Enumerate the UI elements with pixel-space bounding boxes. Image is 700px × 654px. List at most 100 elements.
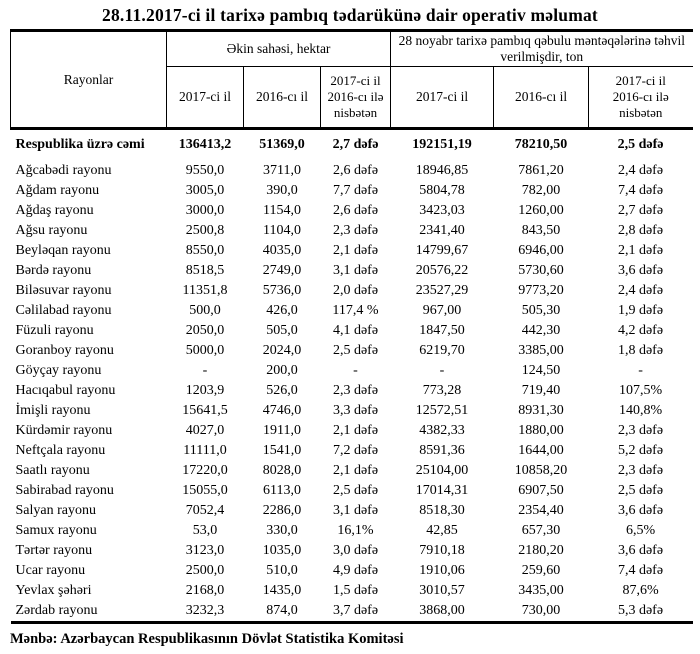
value-cell: 2168,0: [185, 583, 225, 598]
value-cell: 3385,00: [518, 343, 564, 358]
value-cell: 2341,40: [419, 223, 465, 238]
value-cell: 2,5 dəfə: [332, 483, 379, 498]
value-cell: 426,0: [266, 303, 298, 318]
value-cell: 3,7 dəfə: [332, 603, 379, 618]
value-cell: 330,0: [266, 523, 298, 538]
value-cell: 2050,0: [185, 323, 225, 338]
value-cell: 505,30: [521, 303, 561, 318]
value-cell: 526,0: [266, 383, 298, 398]
table-row: Sabirabad rayonu 15055,0 6113,0 2,5 dəfə 170…: [11, 481, 693, 501]
region-name: Ucar rayonu: [15, 563, 86, 578]
value-cell: 730,00: [521, 603, 561, 618]
region-name: Sabirabad rayonu: [15, 483, 114, 498]
value-cell: 1847,50: [419, 323, 465, 338]
value-cell: 16,1%: [337, 523, 374, 538]
value-cell: 9550,0: [185, 163, 225, 178]
region-name: Salyan rayonu: [15, 503, 96, 518]
summary-value-cell: 2,5 dəfə: [617, 137, 664, 152]
value-cell: 657,30: [521, 523, 561, 538]
value-cell: 1,5 dəfə: [332, 583, 379, 598]
value-cell: 4,1 dəfə: [332, 323, 379, 338]
region-name: Ağcabədi rayonu: [15, 163, 112, 178]
region-name: Saatlı rayonu: [15, 463, 90, 478]
value-cell: 1644,00: [518, 443, 564, 458]
value-cell: 5730,60: [518, 263, 564, 278]
value-cell: 8931,30: [518, 403, 564, 418]
table-row: Füzuli rayonu 2050,0 505,0 4,1 dəfə 1847,50 4…: [11, 321, 693, 341]
table-row: Ucar rayonu 2500,0 510,0 4,9 dəfə 1910,06 259…: [11, 561, 693, 581]
group-header-row: Rayonlar Əkin sahəsi, hektar 28 noyabr t…: [10, 30, 693, 129]
value-cell: 5000,0: [185, 343, 225, 358]
value-cell: 843,50: [521, 223, 561, 238]
value-cell: 2,4 dəfə: [617, 163, 664, 178]
value-cell: -: [439, 363, 445, 378]
summary-value-cell: 51369,0: [259, 137, 305, 152]
value-cell: 2180,20: [518, 543, 564, 558]
table-row: Cəlilabad rayonu 500,0 426,0 117,4 % 967,00 5…: [11, 301, 693, 321]
summary-row: Respublika üzrə cəmi 136413,2 51369,0 2,…: [11, 129, 693, 162]
value-cell: 2286,0: [262, 503, 302, 518]
value-cell: 510,0: [266, 563, 298, 578]
region-name: Zərdab rayonu: [15, 603, 98, 618]
value-cell: 23527,29: [415, 283, 469, 298]
area-ratio-header: 2017-ci il 2016-cı ilə nisbətən: [319, 66, 392, 129]
region-name: Göyçay rayonu: [15, 363, 102, 378]
value-cell: 2,1 dəfə: [332, 243, 379, 258]
value-cell: 2,5 dəfə: [332, 343, 379, 358]
value-cell: 3711,0: [263, 163, 301, 178]
table-body: Respublika üzrə cəmi 136413,2 51369,0 2,…: [10, 129, 693, 623]
value-cell: 2,0 dəfə: [332, 283, 379, 298]
value-cell: 2,3 dəfə: [617, 423, 664, 438]
value-cell: 6219,70: [419, 343, 465, 358]
value-cell: 42,85: [426, 523, 458, 538]
summary-value-cell: 136413,2: [178, 137, 232, 152]
value-cell: 773,28: [422, 383, 462, 398]
table-row: Tərtər rayonu 3123,0 1035,0 3,0 dəfə 7910,18…: [11, 541, 693, 561]
value-cell: 3,3 dəfə: [332, 403, 379, 418]
value-cell: 18946,85: [415, 163, 469, 178]
value-cell: 5804,78: [419, 183, 465, 198]
value-cell: 967,00: [422, 303, 462, 318]
value-cell: -: [353, 363, 358, 378]
value-cell: 17014,31: [415, 483, 469, 498]
value-cell: 140,8%: [618, 403, 663, 418]
summary-region-name: Respublika üzrə cəmi: [15, 137, 145, 152]
value-cell: 505,0: [266, 323, 298, 338]
table-row: Ağsu rayonu 2500,8 1104,0 2,3 dəfə 2341,40 84…: [11, 221, 693, 241]
value-cell: 7,7 dəfə: [332, 183, 379, 198]
value-cell: 87,6%: [622, 583, 659, 598]
value-cell: 200,0: [266, 363, 298, 378]
value-cell: 7052,4: [185, 503, 225, 518]
region-name: Cəlilabad rayonu: [15, 303, 112, 318]
value-cell: 5,2 dəfə: [617, 443, 664, 458]
value-cell: 12572,51: [415, 403, 469, 418]
value-cell: 1035,0: [262, 543, 302, 558]
value-cell: 3123,0: [185, 543, 225, 558]
value-cell: 1910,06: [419, 563, 465, 578]
value-cell: 2,3 dəfə: [617, 463, 664, 478]
table-row: Kürdəmir rayonu 4027,0 1911,0 2,1 dəfə 4382,…: [11, 421, 693, 441]
value-cell: 15055,0: [182, 483, 228, 498]
value-cell: 259,60: [521, 563, 561, 578]
delivery-2017-header: 2017-ci il: [390, 66, 495, 129]
delivery-ratio-header: 2017-ci il 2016-cı ilə nisbətən: [588, 66, 693, 129]
table-row: Ağdaş rayonu 3000,0 1154,0 2,6 dəfə 3423,03 1…: [11, 201, 693, 221]
value-cell: 2,3 dəfə: [332, 383, 379, 398]
value-cell: 7,4 dəfə: [617, 563, 664, 578]
value-cell: 3868,00: [419, 603, 465, 618]
page-title: 28.11.2017-ci il tarixə pambıq tədarükün…: [102, 5, 598, 25]
table-row: Ağdam rayonu 3005,0 390,0 7,7 dəfə 5804,78 78…: [11, 181, 693, 201]
value-cell: 2500,8: [185, 223, 225, 238]
value-cell: 20576,22: [415, 263, 469, 278]
value-cell: 1154,0: [263, 203, 301, 218]
value-cell: 2,1 dəfə: [617, 243, 664, 258]
value-cell: 390,0: [266, 183, 298, 198]
value-cell: -: [202, 363, 208, 378]
table-row: Bərdə rayonu 8518,5 2749,0 3,1 dəfə 20576,22…: [11, 261, 693, 281]
source-note: Mənbə: Azərbaycan Respublikasının Dövlət…: [10, 631, 404, 647]
region-name: Füzuli rayonu: [15, 323, 94, 338]
summary-value-cell: 2,7 dəfə: [332, 137, 379, 152]
value-cell: 442,30: [521, 323, 561, 338]
value-cell: 3,6 dəfə: [617, 543, 664, 558]
region-name: Hacıqabul rayonu: [15, 383, 116, 398]
